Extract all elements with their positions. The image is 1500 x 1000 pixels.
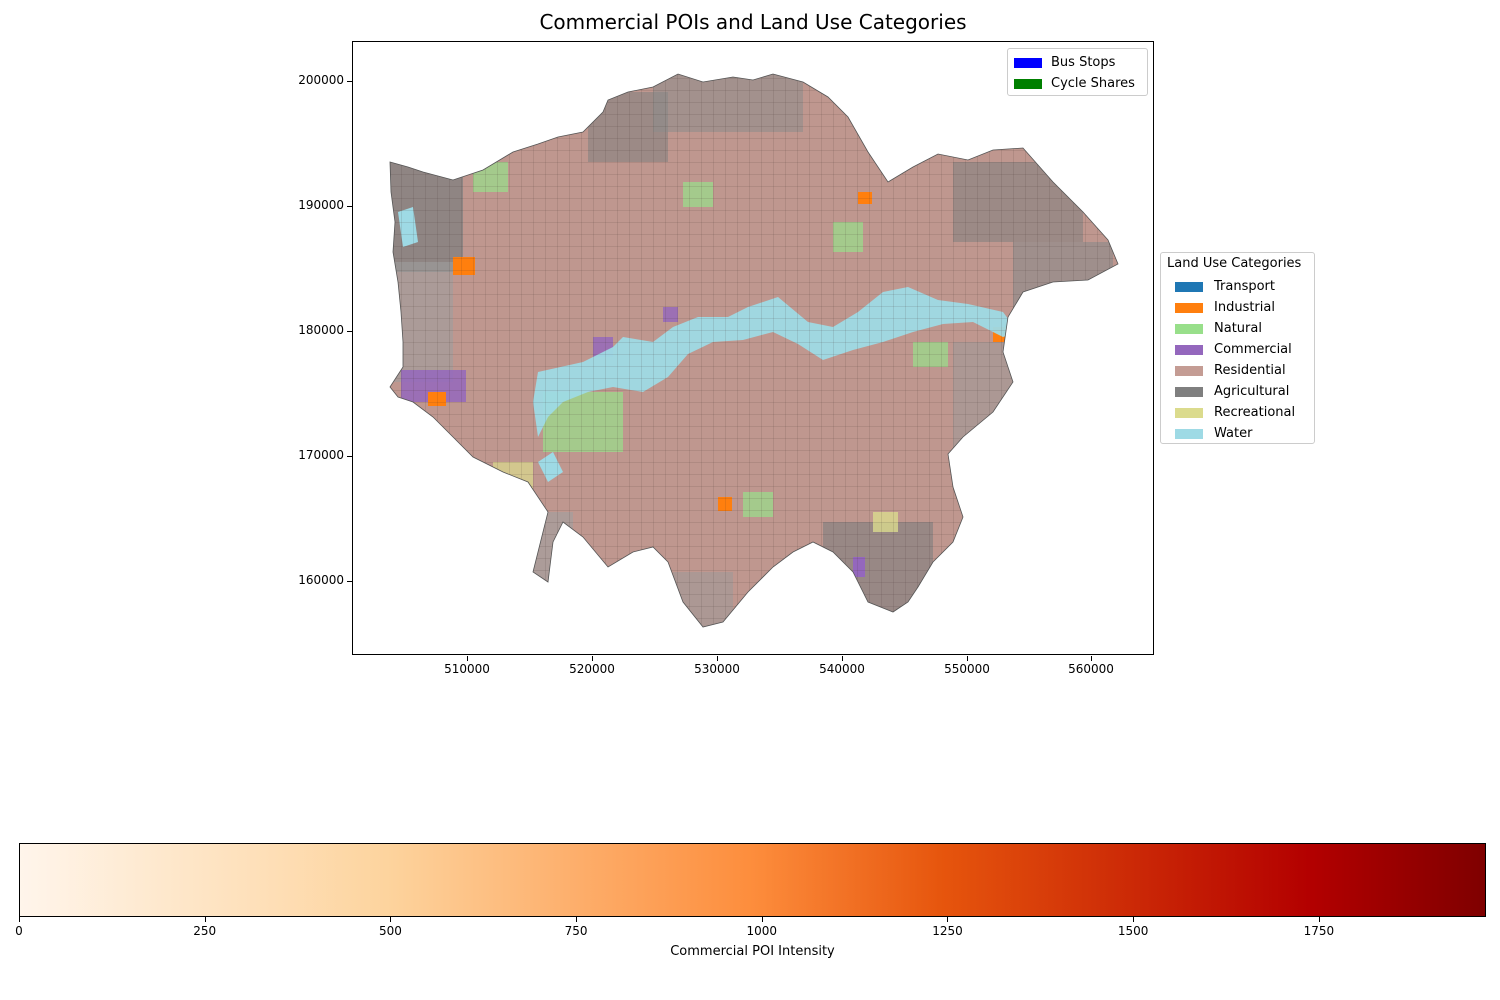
colorbar-tick bbox=[576, 917, 578, 922]
landuse-label: Industrial bbox=[1214, 300, 1275, 315]
map-title: Commercial POIs and Land Use Categories bbox=[539, 10, 967, 34]
colorbar-tick bbox=[761, 917, 763, 922]
landuse-legend-item: Residential bbox=[1161, 361, 1314, 382]
landuse-swatch bbox=[1175, 366, 1203, 376]
colorbar-tick-label: 750 bbox=[564, 924, 588, 938]
landuse-legend: Land Use Categories Transport Industrial N… bbox=[1160, 252, 1315, 444]
y-tick bbox=[347, 206, 352, 207]
y-tick-label: 200000 bbox=[298, 73, 344, 87]
y-tick bbox=[347, 331, 352, 332]
landuse-label: Water bbox=[1214, 426, 1253, 441]
colorbar-tick bbox=[390, 917, 392, 922]
x-tick bbox=[592, 656, 593, 661]
landuse-legend-item: Recreational bbox=[1161, 403, 1314, 424]
y-tick-label: 170000 bbox=[298, 448, 344, 462]
landuse-label: Agricultural bbox=[1214, 384, 1290, 399]
x-tick-label: 530000 bbox=[694, 662, 740, 676]
landuse-legend-item: Commercial bbox=[1161, 340, 1314, 361]
colorbar-tick bbox=[204, 917, 206, 922]
landuse-legend-item: Natural bbox=[1161, 319, 1314, 340]
y-tick-label: 190000 bbox=[298, 198, 344, 212]
colorbar-tick-label: 1250 bbox=[932, 924, 963, 938]
poi-legend: Bus Stops Cycle Shares bbox=[1007, 48, 1148, 96]
colorbar-tick-label: 250 bbox=[193, 924, 217, 938]
landuse-label: Transport bbox=[1214, 279, 1276, 294]
landuse-legend-item: Industrial bbox=[1161, 298, 1314, 319]
colorbar-label: Commercial POI Intensity bbox=[670, 944, 835, 959]
landuse-swatch bbox=[1175, 324, 1203, 334]
landuse-swatch bbox=[1175, 408, 1203, 418]
legend-item-bus-stops: Bus Stops bbox=[1008, 53, 1147, 74]
landuse-swatch bbox=[1175, 387, 1203, 397]
map-axes: Bus Stops Cycle Shares bbox=[352, 41, 1154, 655]
landuse-legend-title: Land Use Categories bbox=[1167, 256, 1302, 271]
x-tick bbox=[467, 656, 468, 661]
legend-label-cycle-shares: Cycle Shares bbox=[1051, 76, 1135, 91]
x-tick-label: 550000 bbox=[944, 662, 990, 676]
y-tick-label: 160000 bbox=[298, 573, 344, 587]
colorbar-tick-label: 1000 bbox=[746, 924, 778, 938]
y-tick bbox=[347, 456, 352, 457]
x-tick-label: 560000 bbox=[1068, 662, 1114, 676]
colorbar bbox=[19, 843, 1486, 917]
colorbar-tick bbox=[947, 917, 949, 922]
landuse-label: Natural bbox=[1214, 321, 1262, 336]
landuse-swatch bbox=[1175, 429, 1203, 439]
x-tick-label: 520000 bbox=[569, 662, 615, 676]
landuse-legend-item: Agricultural bbox=[1161, 382, 1314, 403]
landuse-label: Recreational bbox=[1214, 405, 1296, 420]
colorbar-tick bbox=[1318, 917, 1320, 922]
x-tick bbox=[967, 656, 968, 661]
legend-item-cycle-shares: Cycle Shares bbox=[1008, 74, 1147, 95]
x-tick bbox=[842, 656, 843, 661]
landuse-swatch bbox=[1175, 345, 1203, 355]
y-tick-label: 180000 bbox=[298, 323, 344, 337]
landuse-swatch bbox=[1175, 282, 1203, 292]
x-tick bbox=[717, 656, 718, 661]
colorbar-tick-label: 1750 bbox=[1303, 924, 1335, 938]
colorbar-tick bbox=[1133, 917, 1135, 922]
colorbar-tick bbox=[19, 917, 20, 922]
colorbar-tick-label: 500 bbox=[378, 924, 402, 938]
x-tick bbox=[1091, 656, 1092, 661]
x-tick-label: 540000 bbox=[819, 662, 865, 676]
map-canvas bbox=[389, 73, 1119, 628]
landuse-label: Residential bbox=[1214, 363, 1286, 378]
colorbar-tick-label: 0 bbox=[15, 924, 23, 938]
y-tick bbox=[347, 581, 352, 582]
landuse-label: Commercial bbox=[1214, 342, 1292, 357]
y-tick bbox=[347, 81, 352, 82]
cycle-shares-swatch bbox=[1014, 79, 1042, 89]
legend-label-bus-stops: Bus Stops bbox=[1051, 55, 1116, 70]
bus-stops-swatch bbox=[1014, 58, 1042, 68]
landuse-legend-item: Transport bbox=[1161, 277, 1314, 298]
colorbar-tick-label: 1500 bbox=[1117, 924, 1149, 938]
x-tick-label: 510000 bbox=[444, 662, 490, 676]
landuse-legend-item: Water bbox=[1161, 424, 1314, 445]
landuse-swatch bbox=[1175, 303, 1203, 313]
